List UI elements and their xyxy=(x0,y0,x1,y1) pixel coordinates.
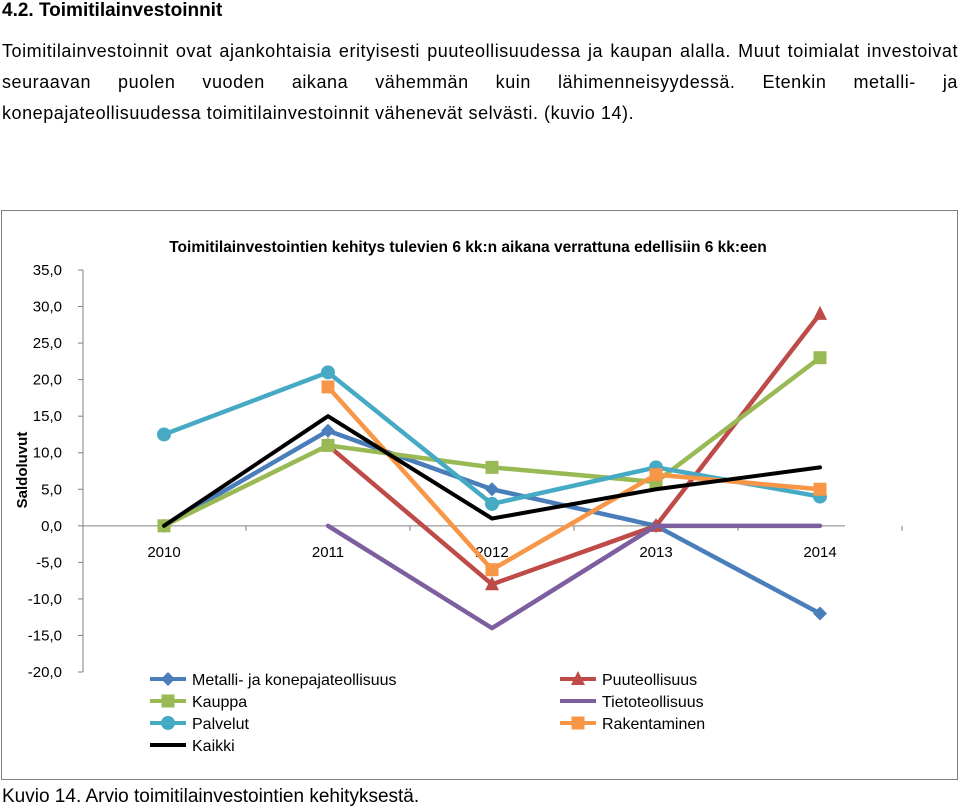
data-point xyxy=(649,468,663,482)
legend-item-5: Rakentaminen xyxy=(560,716,705,733)
legend-item-0: Metalli- ja konepajateollisuus xyxy=(150,672,397,689)
series-1 xyxy=(321,305,827,591)
series-line xyxy=(325,523,823,631)
series-6 xyxy=(162,414,822,528)
y-tick-label: 20,0 xyxy=(33,372,62,389)
y-tick-label: 35,0 xyxy=(33,262,62,279)
series-0 xyxy=(157,423,827,621)
legend-marker xyxy=(161,694,175,708)
data-point xyxy=(321,438,335,452)
series-5 xyxy=(321,380,827,577)
series-layer xyxy=(157,305,827,631)
y-tick-label: 25,0 xyxy=(33,335,62,352)
legend-label: Puuteollisuus xyxy=(602,672,697,689)
legend-label: Tietoteollisuus xyxy=(602,694,704,711)
legend: Metalli- ja konepajateollisuus Puuteollis… xyxy=(150,671,705,755)
legend-item-4: Palvelut xyxy=(150,716,249,733)
data-point xyxy=(321,423,335,438)
legend-label: Kauppa xyxy=(192,694,247,711)
x-tick-label: 2010 xyxy=(147,544,180,561)
data-point xyxy=(321,365,335,380)
y-tick-label: -10,0 xyxy=(28,591,62,608)
series-line xyxy=(325,384,823,572)
x-tick-label: 2013 xyxy=(639,544,672,561)
legend-label: Palvelut xyxy=(192,716,249,733)
y-tick-label: 10,0 xyxy=(33,445,62,462)
legend-item-3: Tietoteollisuus xyxy=(560,694,704,711)
chart-frame xyxy=(1,210,958,780)
body-paragraph: Toimitilainvestoinnit ovat ajankohtaisia… xyxy=(2,41,958,123)
chart-title: Toimitilainvestointien kehitys tulevien … xyxy=(169,239,767,256)
legend-item-1: Puuteollisuus xyxy=(560,671,697,689)
legend-item-6: Kaikki xyxy=(150,738,235,755)
data-point xyxy=(485,482,499,497)
data-point xyxy=(813,606,827,621)
data-point xyxy=(157,427,171,442)
axes: 35,0 30,0 25,0 20,0 15,0 10,0 5,0 0,0 -5,0 -10,0 -… xyxy=(28,262,903,681)
x-tick-label: 2011 xyxy=(312,544,344,561)
data-point xyxy=(485,576,499,591)
y-tick-label: -20,0 xyxy=(28,664,62,681)
data-point xyxy=(813,482,827,496)
data-point xyxy=(485,563,499,577)
y-tick-label: -15,0 xyxy=(28,627,62,644)
y-tick-label: 5,0 xyxy=(41,481,62,498)
y-tick-label: 0,0 xyxy=(41,518,62,535)
legend-label: Metalli- ja konepajateollisuus xyxy=(192,672,397,689)
figure-caption: Kuvio 14. Arvio toimitilainvestointien k… xyxy=(2,786,420,807)
y-tick-label: 15,0 xyxy=(33,408,62,425)
y-axis-label: Saldoluvut xyxy=(14,432,31,509)
legend-marker xyxy=(571,716,585,730)
data-point xyxy=(485,496,499,511)
x-tick-label: 2014 xyxy=(803,544,836,561)
legend-label: Kaikki xyxy=(192,738,235,755)
y-tick-label: 30,0 xyxy=(33,299,62,316)
data-point xyxy=(813,305,827,320)
data-point xyxy=(485,460,499,474)
series-3 xyxy=(325,523,823,631)
series-line xyxy=(325,311,823,587)
legend-marker xyxy=(571,671,585,685)
legend-label: Rakentaminen xyxy=(602,716,705,733)
section-heading: 4.2. Toimitilainvestoinnit xyxy=(2,0,223,21)
series-line xyxy=(162,414,822,528)
y-tick-label: -5,0 xyxy=(36,554,62,571)
legend-item-2: Kauppa xyxy=(150,694,247,711)
data-point xyxy=(321,380,335,394)
data-point xyxy=(813,351,827,365)
x-tick-label: 2012 xyxy=(475,544,508,561)
legend-marker xyxy=(161,672,175,686)
legend-marker xyxy=(161,716,175,730)
